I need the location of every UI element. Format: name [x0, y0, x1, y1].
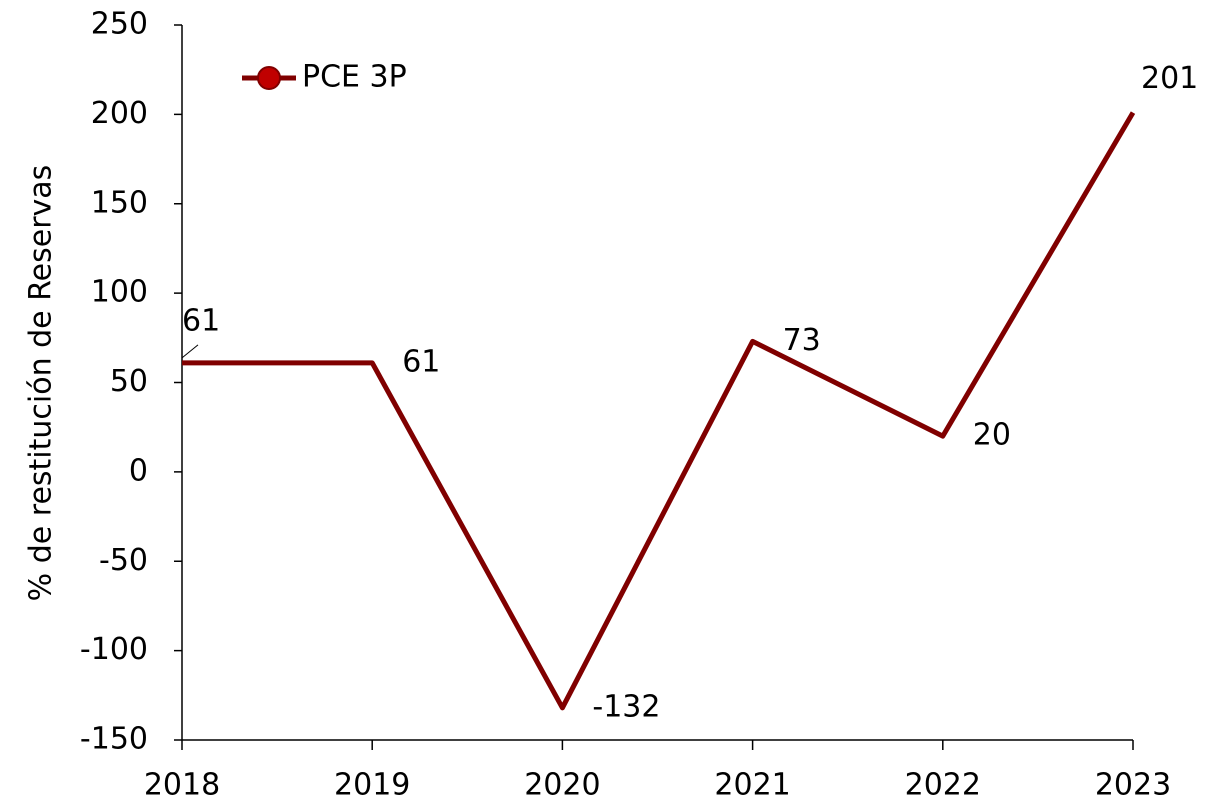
- data-label: -132: [592, 689, 660, 724]
- x-tick-label: 2018: [144, 768, 220, 803]
- data-label: 61: [402, 344, 440, 379]
- y-tick-label: -50: [99, 543, 148, 578]
- leader-line: [181, 344, 199, 359]
- y-axis-label: % de restitución de Reservas: [24, 165, 59, 602]
- y-tick-label: -150: [80, 722, 148, 757]
- y-tick-label: 0: [129, 453, 148, 488]
- data-label: 61: [182, 303, 220, 338]
- legend-marker: [257, 66, 281, 90]
- legend-label: PCE 3P: [302, 60, 407, 95]
- y-tick-label: 200: [91, 96, 148, 131]
- x-tick-label: 2022: [905, 768, 981, 803]
- x-tick-label: 2023: [1095, 768, 1171, 803]
- y-tick-label: 50: [110, 364, 148, 399]
- x-tick-label: 2021: [714, 768, 790, 803]
- x-tick-label: 2020: [524, 768, 600, 803]
- data-line: [182, 111, 1136, 711]
- data-label: 73: [783, 323, 821, 358]
- y-tick-label: 150: [91, 185, 148, 220]
- data-label: 20: [973, 418, 1011, 453]
- y-tick-label: 250: [91, 7, 148, 42]
- y-tick-label: -100: [80, 632, 148, 667]
- y-tick-label: 100: [91, 275, 148, 310]
- data-label: 201: [1141, 61, 1198, 96]
- x-tick-label: 2019: [334, 768, 410, 803]
